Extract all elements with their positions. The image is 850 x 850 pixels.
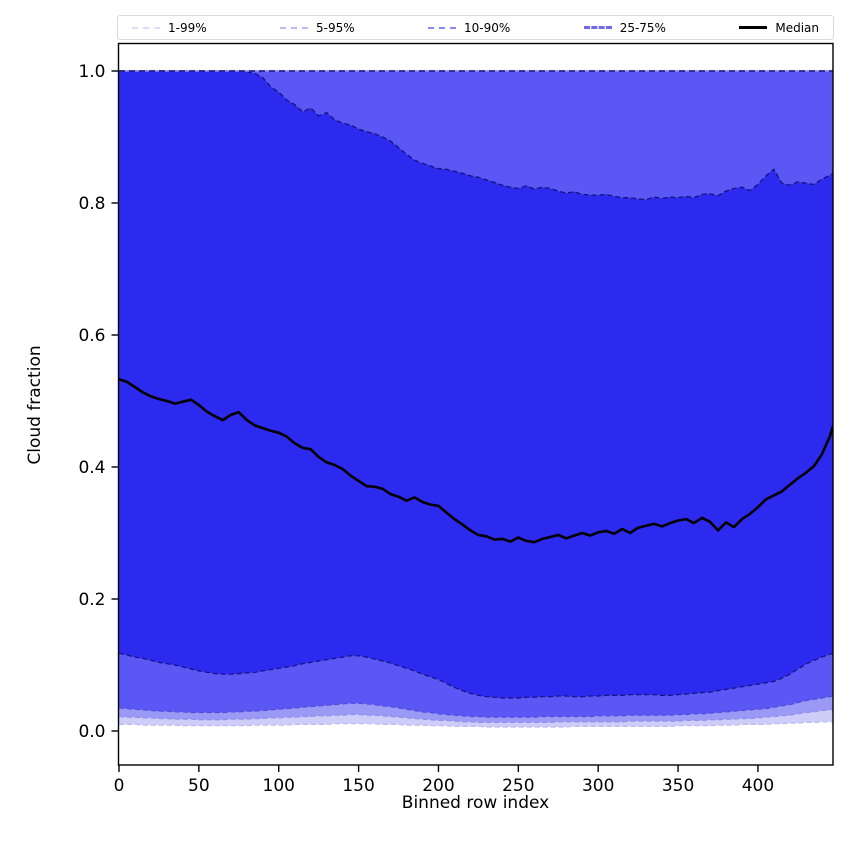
x-tick-label: 200 — [422, 776, 454, 796]
y-tick-label: 1.0 — [78, 62, 105, 82]
x-tick-label: 250 — [502, 776, 534, 796]
band-25-75-upper-edge — [119, 70, 833, 201]
x-tick-label: 400 — [742, 776, 774, 796]
y-tick-label: 0.4 — [78, 458, 105, 478]
x-tick-label: 350 — [662, 776, 694, 796]
legend-label: 5-95% — [316, 20, 355, 35]
median-line — [118, 377, 833, 544]
legend: 1-99% 5-95% 10-90% 25-75% Median — [117, 15, 834, 40]
band-10-90-lower-edge — [118, 695, 833, 718]
legend-label: 25-75% — [619, 20, 666, 35]
legend-entry-25-75: 25-75% — [583, 20, 666, 35]
legend-label: 10-90% — [464, 20, 511, 35]
band-25-75-lower-edge — [118, 652, 833, 699]
legend-entry-median: Median — [739, 22, 819, 34]
y-tick-label: 0.8 — [78, 194, 105, 214]
legend-label: Median — [775, 20, 819, 35]
x-tick-label: 100 — [263, 776, 295, 796]
legend-entry-5-95: 5-95% — [280, 22, 355, 34]
band-5-95-line-icon — [280, 26, 309, 29]
y-tick-label: 0.2 — [78, 590, 105, 610]
band-25-75 — [119, 71, 833, 698]
median-line-icon — [739, 26, 768, 29]
x-tick-label: 50 — [188, 776, 210, 796]
x-tick-label: 150 — [342, 776, 374, 796]
band-25-75-line-icon — [583, 26, 612, 29]
axes-spines — [117, 42, 834, 766]
legend-label: 1-99% — [168, 20, 207, 35]
legend-entry-1-99: 1-99% — [132, 22, 207, 34]
x-tick-label: 0 — [114, 776, 125, 796]
x-axis-label: Binned row index — [401, 793, 550, 813]
band-5-95-lower-edge — [118, 708, 833, 724]
y-tick-label: 0.0 — [78, 722, 105, 742]
y-axis-label: Cloud fraction — [25, 345, 45, 465]
legend-entry-10-90: 10-90% — [428, 22, 510, 34]
band-10-90-line-icon — [428, 26, 457, 29]
band-1-99-line-icon — [132, 26, 160, 29]
x-tick-label: 300 — [582, 776, 614, 796]
y-tick-label: 0.6 — [78, 326, 105, 346]
